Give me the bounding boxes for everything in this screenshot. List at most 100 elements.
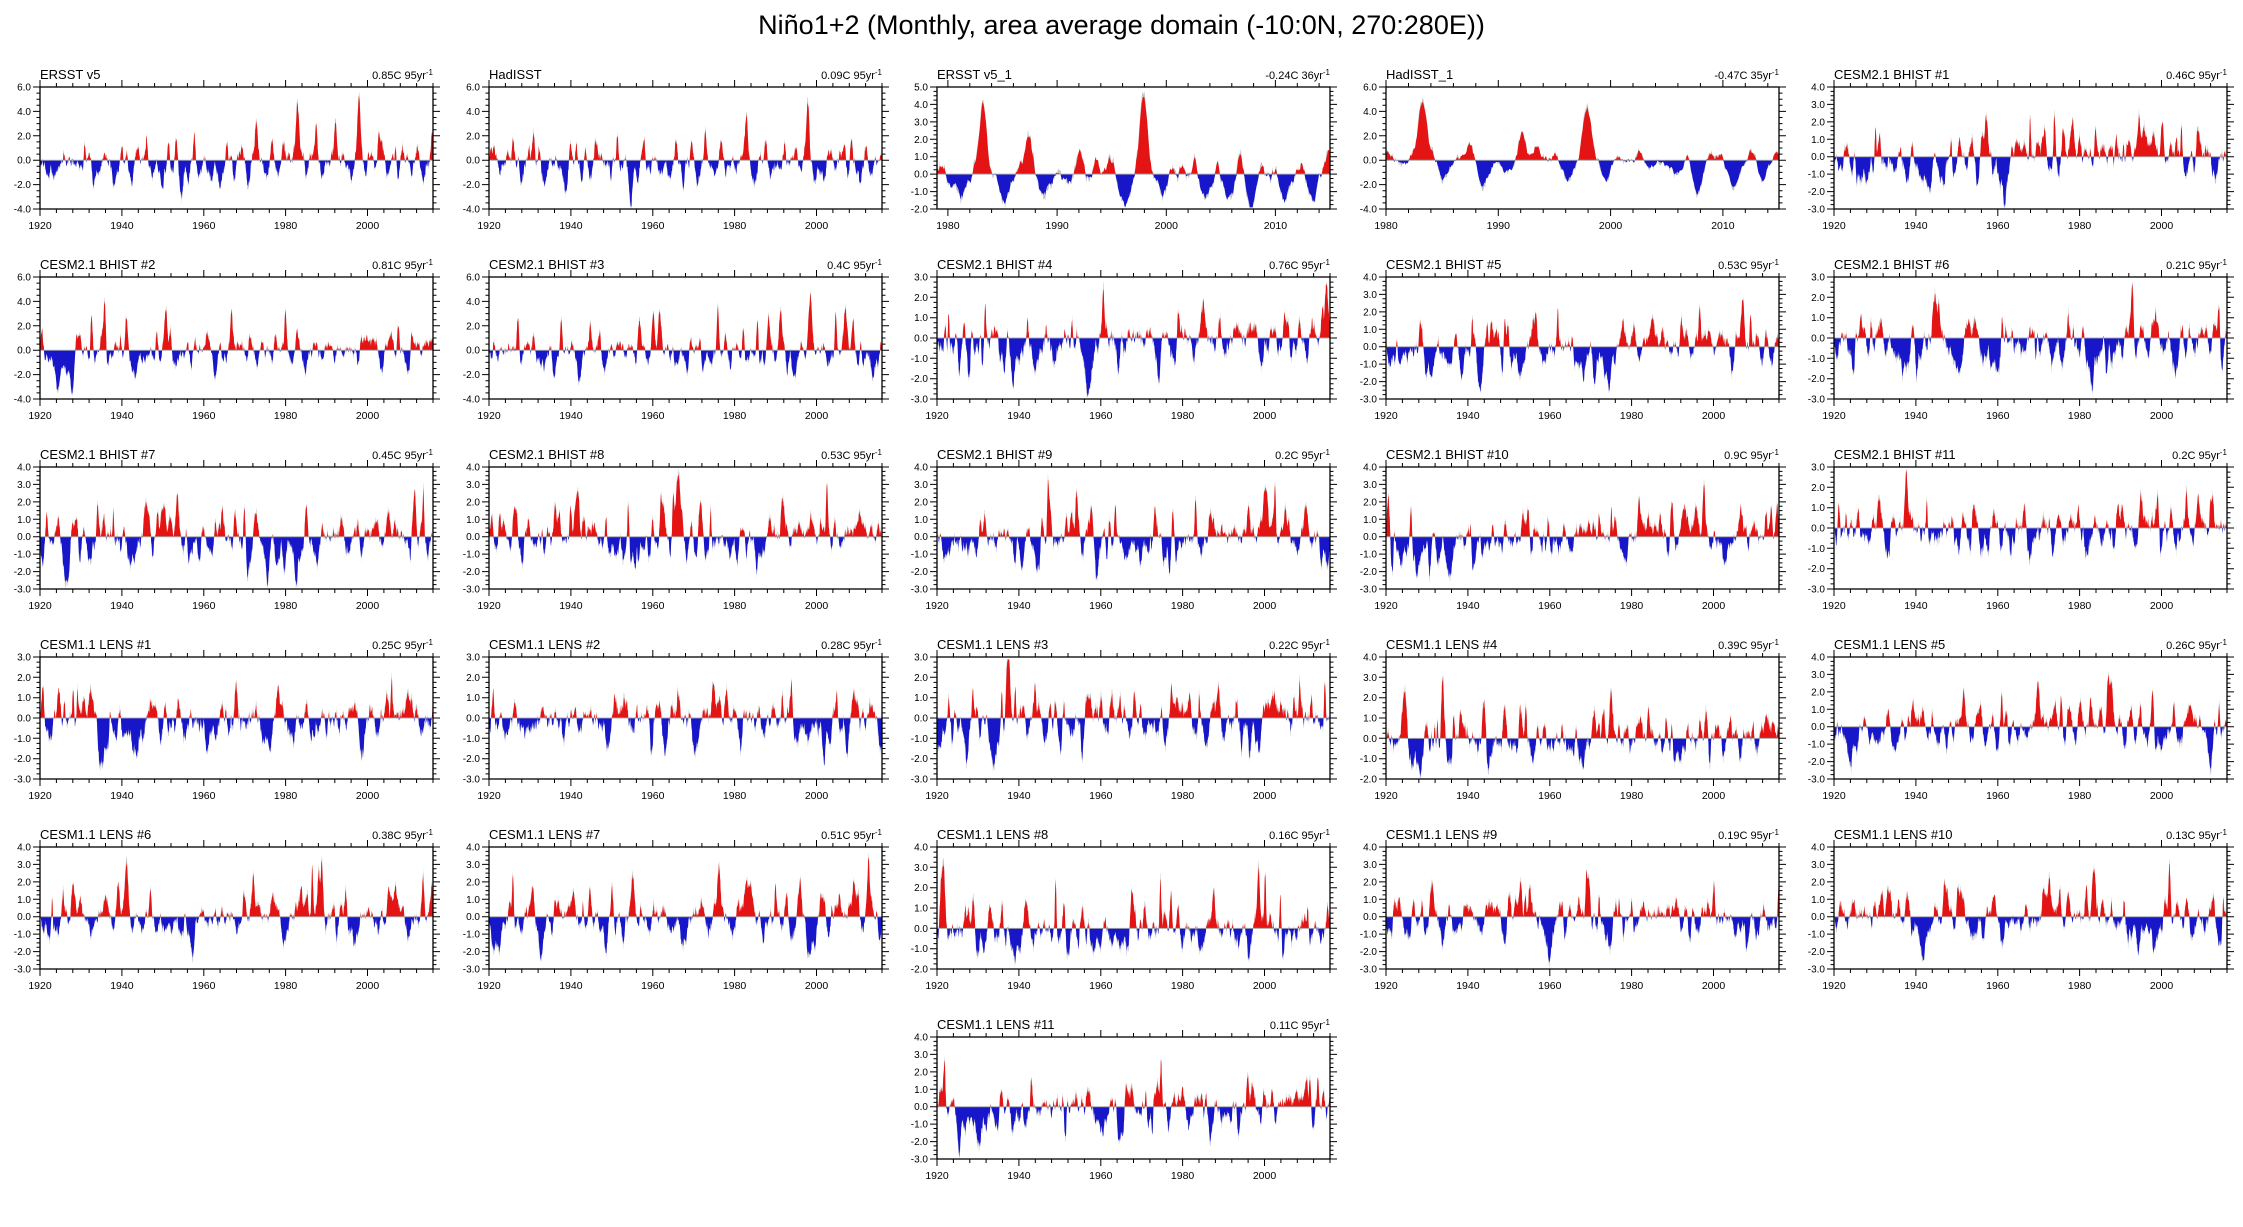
y-tick-label: -1.0	[911, 734, 929, 745]
axis-ticks	[1827, 650, 2235, 786]
y-tick-label: 3.0	[914, 273, 928, 284]
bars-positive	[40, 861, 433, 917]
axis-ticks	[33, 460, 440, 596]
x-tick-label: 1960	[1538, 790, 1562, 802]
bars-negative	[937, 928, 1331, 964]
panel-cesm1-1-lens-9: -3.0 -2.0 -1.0 0.0 1.0 2.0 3.0 4.0 1920 1940 1960 1…	[1346, 807, 1795, 997]
y-tick-label: -2.0	[462, 947, 480, 958]
axis-ticks	[1378, 80, 1786, 216]
x-tick-label: 2000	[1702, 410, 1726, 422]
chart-cesm2-1-bhist-9: -3.0 -2.0 -1.0 0.0 1.0 2.0 3.0 4.0 1920 1940 1960 1…	[911, 447, 1338, 612]
axis-ticks	[33, 650, 440, 786]
axis-ticks	[1827, 80, 2235, 216]
axis-ticks	[930, 1030, 1338, 1166]
chart-cesm1-1-lens-10: -3.0 -2.0 -1.0 0.0 1.0 2.0 3.0 4.0 1920 1940 1960 1…	[1808, 827, 2235, 992]
trend-label: 0.21C 95yr-1	[2166, 258, 2227, 272]
y-tick-label: 2.0	[17, 497, 31, 508]
x-tick-label: 1960	[641, 600, 665, 612]
y-tick-label: -1.0	[462, 734, 480, 745]
trend-label: 0.22C 95yr-1	[1269, 638, 1330, 652]
bars-positive	[40, 95, 433, 161]
y-tick-label: -2.0	[911, 965, 929, 976]
trend-label: 0.13C 95yr-1	[2166, 828, 2227, 842]
chart-cesm1-1-lens-5: -3.0 -2.0 -1.0 0.0 1.0 2.0 3.0 4.0 1920 1940 1960 1…	[1808, 637, 2235, 802]
y-tick-label: 3.0	[466, 653, 480, 664]
y-tick-label: 0.0	[914, 714, 928, 725]
bars-raw	[937, 91, 1331, 208]
x-tick-label: 2000	[1599, 220, 1623, 232]
y-tick-label: 2.0	[914, 293, 928, 304]
x-tick-label: 2000	[1702, 790, 1726, 802]
y-tick-label: 1.0	[914, 515, 928, 526]
x-tick-label: 2000	[1253, 980, 1277, 992]
y-tick-label: 0.0	[914, 924, 928, 935]
x-tick-label: 1980	[2068, 410, 2092, 422]
y-tick-label: -1.0	[1360, 754, 1378, 765]
y-tick-label: 6.0	[466, 83, 480, 94]
x-tick-label: 1980	[2068, 600, 2092, 612]
y-tick-label: 3.0	[1363, 860, 1377, 871]
panel-cesm2-1-bhist-7: -3.0 -2.0 -1.0 0.0 1.0 2.0 3.0 4.0 1920 1940 1960 1…	[0, 427, 449, 617]
plot-box	[39, 656, 434, 780]
axis-ticks	[33, 80, 440, 216]
y-tick-label: -2.0	[462, 567, 480, 578]
trend-label: 0.53C 95yr-1	[1718, 258, 1779, 272]
y-tick-label: -2.0	[1808, 564, 1826, 575]
axis-ticks	[481, 270, 889, 406]
x-tick-label: 1980	[274, 790, 298, 802]
chart-cesm1-1-lens-1: -3.0 -2.0 -1.0 0.0 1.0 2.0 3.0 1920 1940 1960 1980…	[14, 637, 440, 802]
y-tick-label: -2.0	[14, 370, 32, 381]
y-tick-label: 4.0	[1363, 463, 1377, 474]
x-tick-label: 1980	[274, 220, 298, 232]
y-tick-label: 0.0	[1811, 722, 1825, 733]
panel-hadisst-1: -4.0 -2.0 0.0 2.0 4.0 6.0 1980 1990 2000 2010 HadI…	[1346, 47, 1795, 237]
panel-title: CESM1.1 LENS #1	[40, 637, 151, 652]
x-tick-label: 1920	[1823, 410, 1847, 422]
x-tick-label: 2000	[2150, 410, 2174, 422]
y-tick-label: 2.0	[1363, 307, 1377, 318]
y-tick-label: -2.0	[911, 1137, 929, 1148]
y-tick-label: -2.0	[1360, 567, 1378, 578]
y-tick-label: 0.0	[17, 346, 31, 357]
y-tick-label: 0.0	[1363, 912, 1377, 923]
plot-box	[936, 86, 1331, 210]
x-tick-label: 1980	[1620, 410, 1644, 422]
y-tick-label: 1.0	[914, 152, 928, 163]
x-tick-label: 1920	[477, 600, 501, 612]
trend-label: 0.81C 95yr-1	[372, 258, 433, 272]
panel-cesm2-1-bhist-5: -3.0 -2.0 -1.0 0.0 1.0 2.0 3.0 4.0 1920 1940 1960 1…	[1346, 237, 1795, 427]
y-tick-label: 3.0	[914, 1050, 928, 1061]
x-tick-label: 1960	[192, 600, 216, 612]
plot-box	[487, 466, 883, 590]
y-tick-label: -3.0	[1808, 585, 1826, 596]
plot-box	[487, 656, 883, 780]
trend-label: 0.51C 95yr-1	[821, 828, 882, 842]
x-tick-label: 1960	[1986, 790, 2010, 802]
y-tick-label: 2.0	[1811, 483, 1825, 494]
y-tick-label: -1.0	[911, 550, 929, 561]
y-tick-label: 6.0	[466, 273, 480, 284]
y-tick-label: 0.0	[914, 1102, 928, 1113]
panel-cesm1-1-lens-4: -2.0 -1.0 0.0 1.0 2.0 3.0 4.0 1920 1940 1960 1980 2…	[1346, 617, 1795, 807]
x-tick-label: 1920	[1374, 410, 1398, 422]
plot-box	[936, 656, 1331, 780]
x-tick-label: 1940	[110, 790, 134, 802]
x-tick-label: 1920	[28, 790, 52, 802]
x-tick-label: 1940	[1905, 410, 1929, 422]
bars-raw	[1834, 670, 2228, 776]
y-tick-label: 2.0	[914, 497, 928, 508]
x-tick-label: 2000	[804, 980, 828, 992]
y-tick-label: -1.0	[1808, 170, 1826, 181]
y-tick-label: -2.0	[911, 754, 929, 765]
bars-negative	[40, 536, 433, 587]
y-tick-label: 2.0	[914, 883, 928, 894]
x-tick-label: 2000	[1253, 1170, 1277, 1182]
plot-box	[936, 466, 1331, 590]
x-tick-label: 1920	[1823, 220, 1847, 232]
plot-box	[39, 466, 434, 590]
trend-label: 0.11C 95yr-1	[1270, 1018, 1331, 1032]
bars-positive	[488, 293, 882, 351]
y-tick-label: 1.0	[1811, 135, 1825, 146]
y-tick-label: -2.0	[1360, 947, 1378, 958]
x-tick-label: 1940	[1007, 790, 1031, 802]
